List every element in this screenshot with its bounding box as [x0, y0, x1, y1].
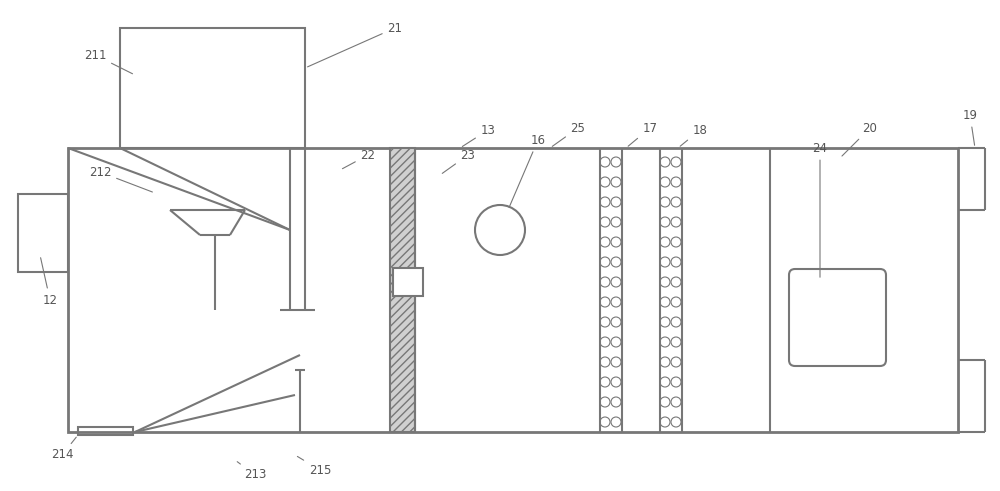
Text: 16: 16 — [509, 134, 546, 207]
Bar — [393, 268, 423, 296]
Bar — [120, 28, 305, 148]
Bar — [390, 148, 415, 432]
Text: 215: 215 — [297, 457, 331, 476]
Text: 213: 213 — [237, 462, 266, 482]
Text: 23: 23 — [442, 148, 475, 173]
Bar — [18, 194, 68, 272]
Text: 22: 22 — [342, 148, 376, 169]
Text: 212: 212 — [89, 165, 152, 192]
Text: 12: 12 — [41, 258, 58, 306]
Text: 214: 214 — [51, 437, 76, 462]
Text: 21: 21 — [308, 22, 402, 67]
Text: 25: 25 — [552, 121, 585, 146]
Text: 211: 211 — [84, 49, 133, 74]
Text: 18: 18 — [680, 124, 707, 146]
Bar — [78, 427, 133, 435]
Text: 20: 20 — [842, 121, 877, 156]
Text: 17: 17 — [628, 121, 658, 146]
FancyBboxPatch shape — [789, 269, 886, 366]
Text: 13: 13 — [462, 124, 495, 146]
Text: 19: 19 — [962, 109, 978, 145]
Bar — [68, 148, 958, 432]
Text: 24: 24 — [812, 141, 828, 277]
